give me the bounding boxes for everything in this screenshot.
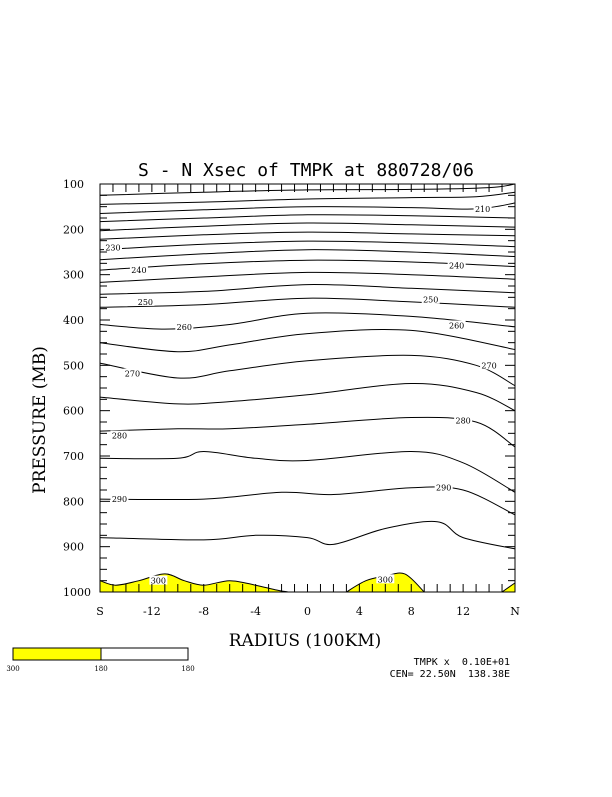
y-tick-label-3: 400 — [63, 314, 84, 327]
contour-label-12: 290 — [112, 495, 127, 504]
isoline-11 — [99, 297, 516, 308]
chart-title: S - N Xsec of TMPK at 880728/06 — [138, 160, 474, 181]
isoline-6 — [99, 240, 516, 251]
contour-label-bg-11 — [454, 415, 473, 425]
colorbar-label-2: 180 — [181, 665, 194, 673]
isoline-14 — [99, 354, 516, 387]
contour-label-13: 290 — [436, 484, 451, 493]
isoline-4 — [99, 222, 516, 232]
x-tick-label-7: 12 — [456, 605, 470, 618]
shaded-region-2 — [500, 581, 516, 593]
contour-label-2: 240 — [131, 266, 146, 275]
contour-label-bg-1 — [103, 242, 122, 252]
contour-label-0: 210 — [475, 205, 490, 214]
isoline-18 — [99, 486, 516, 516]
contour-label-14: 300 — [151, 577, 166, 586]
x-tick-labels: S -12 -8 -4 0 4 8 12 N — [96, 605, 520, 618]
shaded-region-0 — [99, 573, 289, 593]
contour-label-4: 250 — [138, 298, 153, 307]
isoline-3 — [99, 214, 516, 223]
isoline-9 — [99, 271, 516, 283]
isoline-7 — [99, 249, 516, 261]
colorbar-label-1: 180 — [94, 665, 107, 673]
plot-frame — [99, 183, 516, 593]
contour-label-8: 270 — [125, 369, 140, 378]
y-tick-label-1: 200 — [63, 223, 84, 236]
y-tick-label-7: 800 — [63, 495, 84, 508]
contour-label-group: 210 230 240 240 250 250 260 260 270 270 280 280 290 2… — [103, 203, 499, 586]
contour-label-bg-14 — [149, 575, 168, 585]
contour-label-6: 260 — [177, 323, 192, 332]
colorbar-white-segment — [100, 647, 189, 661]
y-tick-label-4: 500 — [63, 359, 84, 372]
contour-label-bg-6 — [175, 321, 194, 331]
contour-label-10: 280 — [112, 432, 127, 441]
contour-label-bg-3 — [447, 260, 466, 270]
contour-label-9: 270 — [481, 361, 496, 370]
tick-group — [99, 183, 516, 593]
isoline-1 — [99, 191, 516, 205]
x-tick-label-0: S — [96, 605, 104, 618]
isoline-16 — [99, 416, 516, 448]
contour-label-1: 230 — [105, 243, 120, 252]
contour-label-15: 300 — [378, 575, 393, 584]
y-tick-label-6: 700 — [63, 450, 84, 463]
isoline-5 — [99, 231, 516, 240]
isoline-13 — [99, 328, 516, 353]
y-axis-label: PRESSURE (MB) — [30, 346, 50, 494]
y-tick-label-2: 300 — [63, 269, 84, 282]
contour-label-bg-7 — [447, 320, 466, 330]
footer-line-1: TMPK x 0.10E+01 — [414, 657, 510, 668]
contour-label-bg-15 — [376, 574, 395, 584]
y-tick-label-9: 1000 — [63, 586, 91, 599]
contour-label-bg-10 — [110, 430, 129, 440]
colorbar: 300 180 180 — [6, 647, 195, 673]
x-tick-label-4: 0 — [304, 605, 311, 618]
contour-label-7: 260 — [449, 321, 464, 330]
x-tick-label-2: -8 — [198, 605, 209, 618]
isoline-group — [99, 183, 516, 550]
isoline-2 — [99, 202, 516, 214]
x-tick-label-6: 8 — [408, 605, 415, 618]
y-tick-label-5: 600 — [63, 405, 84, 418]
y-tick-labels: 100 200 300 400 500 600 700 800 900 1000 — [63, 178, 91, 599]
x-tick-label-3: -4 — [250, 605, 261, 618]
contour-label-bg-8 — [123, 368, 142, 378]
isoline-8 — [99, 259, 516, 271]
contour-label-bg-0 — [473, 203, 492, 213]
contour-label-bg-9 — [480, 360, 499, 370]
isoline-12 — [99, 312, 516, 330]
isoline-17 — [99, 450, 516, 493]
footer-line-2: CEN= 22.50N 138.38E — [390, 669, 510, 680]
colorbar-label-0: 300 — [6, 665, 19, 673]
isoline-10 — [99, 284, 516, 295]
colorbar-yellow-segment — [12, 647, 102, 661]
x-tick-label-1: -12 — [143, 605, 161, 618]
contour-label-bg-4 — [136, 296, 155, 306]
contour-label-5: 250 — [423, 296, 438, 305]
contour-label-3: 240 — [449, 262, 464, 271]
contour-label-bg-2 — [129, 265, 148, 275]
contour-label-11: 280 — [455, 417, 470, 426]
isoline-15 — [99, 382, 516, 412]
contour-label-bg-12 — [110, 494, 129, 504]
contour-label-bg-5 — [421, 294, 440, 304]
x-tick-label-8: N — [510, 605, 520, 618]
contour-label-bg-13 — [434, 482, 453, 492]
x-axis-label: RADIUS (100KM) — [229, 631, 382, 651]
y-tick-label-0: 100 — [63, 178, 84, 191]
x-tick-label-5: 4 — [356, 605, 363, 618]
y-tick-label-8: 900 — [63, 541, 84, 554]
isoline-19 — [99, 520, 516, 550]
